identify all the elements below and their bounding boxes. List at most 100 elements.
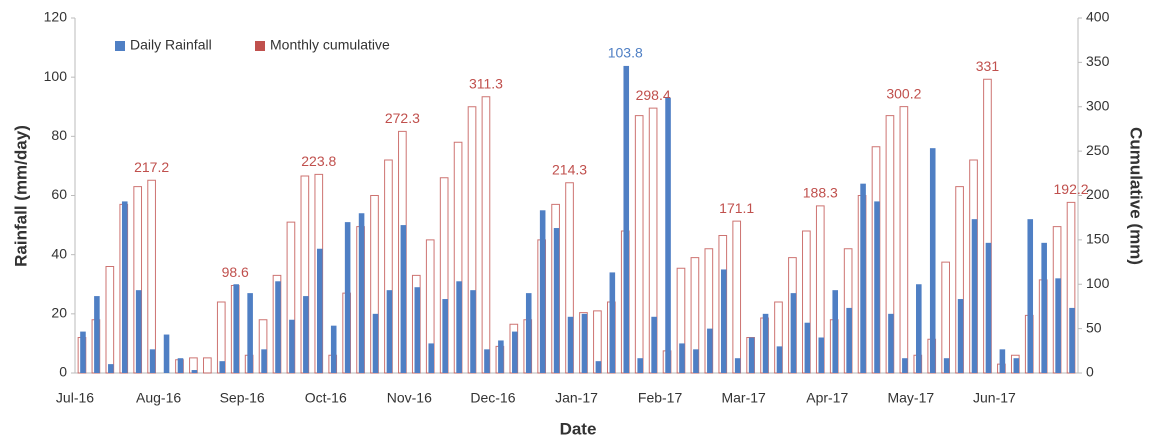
daily-bar — [177, 358, 184, 373]
daily-bar — [595, 361, 602, 373]
daily-bar — [916, 284, 922, 373]
data-label: 214.3 — [552, 162, 587, 178]
legend-swatch — [255, 41, 265, 51]
daily-bar — [191, 370, 198, 373]
daily-bar — [957, 299, 964, 373]
daily-bar — [135, 290, 142, 373]
data-label: 298.4 — [636, 87, 671, 103]
y-tick-label: 120 — [44, 9, 68, 25]
daily-bar — [149, 349, 156, 373]
daily-bar — [776, 346, 783, 373]
y2-tick-label: 350 — [1086, 53, 1110, 69]
legend-swatch — [115, 41, 125, 51]
daily-bar — [637, 358, 643, 373]
y2-tick-label: 300 — [1086, 97, 1110, 113]
daily-bar — [261, 349, 267, 373]
daily-bar — [707, 328, 713, 373]
daily-bar — [888, 313, 894, 373]
cumulative-bar — [634, 115, 644, 374]
data-label: 192.2 — [1054, 181, 1089, 197]
daily-bar — [804, 322, 811, 373]
x-tick-label: Dec-16 — [470, 390, 515, 406]
daily-bar — [971, 219, 978, 373]
legend-label: Daily Rainfall — [130, 37, 212, 53]
y2-tick-label: 150 — [1086, 231, 1110, 247]
data-label: 217.2 — [134, 159, 169, 175]
daily-bar — [720, 269, 727, 373]
daily-bar — [539, 210, 546, 373]
daily-bar — [679, 343, 685, 373]
daily-bar — [929, 148, 936, 373]
x-tick-label: Jun-17 — [973, 390, 1016, 406]
y2-tick-label: 250 — [1086, 142, 1110, 158]
daily-bar — [80, 331, 86, 373]
data-label: 331 — [976, 58, 1000, 74]
y2-tick-label: 0 — [1086, 364, 1094, 380]
y-tick-label: 40 — [51, 245, 67, 261]
daily-bar — [860, 183, 866, 373]
daily-bar — [1013, 358, 1020, 373]
x-tick-label: Sep-16 — [220, 390, 265, 406]
daily-bar — [233, 284, 239, 373]
daily-bar — [470, 290, 476, 373]
daily-bar — [567, 316, 574, 373]
daily-bar — [1027, 219, 1034, 373]
daily-bar — [762, 313, 769, 373]
y2-tick-label: 200 — [1086, 186, 1110, 202]
y2-axis-title: Cumulative (mm) — [1127, 127, 1146, 265]
daily-bar — [414, 287, 421, 373]
data-label: 98.6 — [222, 264, 249, 280]
daily-bar — [734, 358, 741, 373]
daily-bar — [943, 358, 950, 373]
daily-bar — [1069, 307, 1075, 373]
daily-bar — [163, 334, 170, 373]
daily-bar — [790, 293, 797, 373]
legend-label: Monthly cumulative — [270, 37, 390, 53]
daily-bar — [219, 361, 226, 373]
daily-bar — [623, 65, 630, 374]
x-tick-label: Nov-16 — [387, 390, 432, 406]
daily-bar — [651, 316, 657, 373]
daily-bar — [512, 331, 518, 373]
daily-bar — [316, 248, 323, 373]
daily-bar — [121, 201, 128, 373]
cumulative-bar — [899, 106, 909, 374]
daily-bar — [94, 296, 100, 373]
daily-bar — [832, 290, 839, 373]
cumulative-bar — [732, 220, 742, 374]
x-tick-label: Mar-17 — [721, 390, 766, 406]
daily-bar — [400, 225, 407, 373]
daily-bar — [372, 313, 379, 373]
y2-tick-label: 50 — [1086, 319, 1102, 335]
data-label: 103.8 — [608, 45, 643, 61]
daily-bar — [428, 343, 435, 373]
daily-bar — [818, 337, 825, 373]
data-label: 171.1 — [719, 200, 754, 216]
x-tick-label: Oct-16 — [305, 390, 347, 406]
daily-bar — [609, 272, 616, 373]
daily-bar — [289, 319, 295, 373]
data-label: 188.3 — [803, 185, 838, 201]
cumulative-bar — [105, 266, 115, 374]
x-tick-label: May-17 — [887, 390, 934, 406]
daily-bar — [999, 349, 1006, 373]
daily-bar — [108, 364, 114, 373]
daily-bar — [303, 296, 309, 373]
cumulative-bar — [203, 357, 212, 374]
daily-bar — [456, 281, 462, 373]
x-tick-label: Aug-16 — [136, 390, 181, 406]
daily-bar — [247, 293, 253, 373]
x-tick-label: Feb-17 — [638, 390, 683, 406]
y2-tick-label: 100 — [1086, 275, 1110, 291]
daily-bar — [358, 213, 365, 373]
daily-bar — [484, 349, 490, 373]
data-label: 272.3 — [385, 110, 420, 126]
daily-bar — [1041, 242, 1047, 373]
daily-bar — [748, 337, 755, 373]
daily-bar — [985, 242, 992, 373]
daily-bar — [525, 293, 532, 373]
daily-bar — [902, 358, 908, 373]
cumulative-bar — [941, 261, 950, 374]
y-tick-label: 20 — [51, 305, 67, 321]
